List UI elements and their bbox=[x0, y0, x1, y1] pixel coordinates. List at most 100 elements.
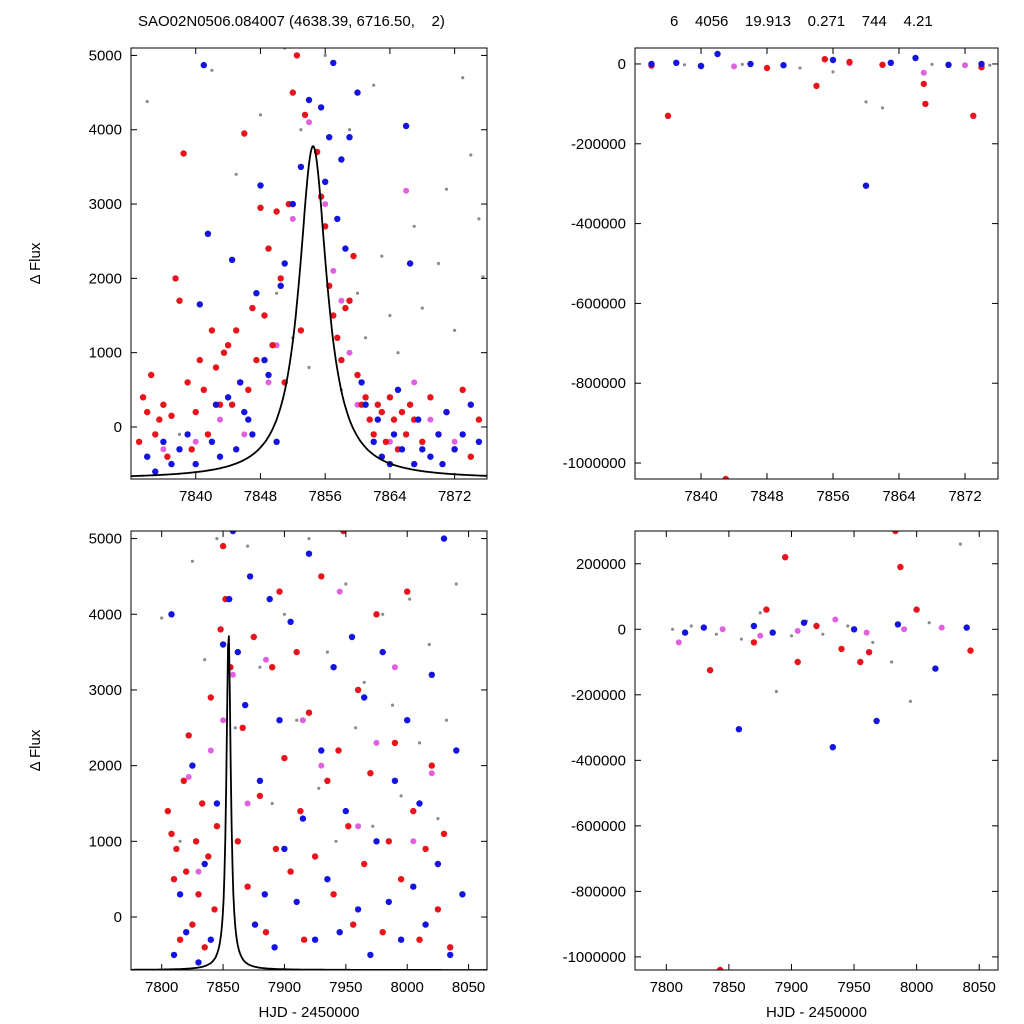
data-point-red bbox=[342, 304, 349, 312]
x-tick-label: 7900 bbox=[268, 979, 301, 996]
data-point-blue bbox=[747, 60, 754, 68]
data-point-violet bbox=[373, 739, 380, 746]
data-point-violet bbox=[719, 626, 726, 633]
data-point-blue bbox=[912, 54, 919, 62]
data-point-blue bbox=[200, 61, 207, 69]
x-tick-label: 7900 bbox=[775, 979, 808, 996]
data-point-red bbox=[475, 416, 483, 423]
data-point-gray bbox=[364, 336, 368, 340]
data-point-blue bbox=[207, 936, 214, 943]
data-point-blue bbox=[261, 356, 268, 364]
data-point-red bbox=[234, 838, 241, 845]
data-point-violet bbox=[962, 62, 968, 69]
data-point-gray bbox=[689, 624, 693, 628]
data-point-blue bbox=[422, 921, 429, 928]
x-tick-label: 8050 bbox=[963, 979, 996, 996]
data-point-red bbox=[340, 531, 347, 535]
data-point-red bbox=[350, 921, 357, 928]
data-point-blue bbox=[253, 290, 260, 297]
data-point-red bbox=[297, 327, 305, 334]
data-point-blue bbox=[322, 178, 329, 185]
data-point-violet bbox=[832, 616, 839, 623]
data-point-blue bbox=[226, 595, 233, 603]
data-point-red bbox=[300, 936, 308, 943]
data-point-red bbox=[404, 588, 411, 595]
data-point-blue bbox=[932, 665, 939, 672]
data-point-red bbox=[301, 111, 309, 119]
data-point-gray bbox=[739, 637, 744, 641]
data-point-blue bbox=[373, 838, 380, 845]
data-point-blue bbox=[394, 386, 402, 393]
data-point-gray bbox=[453, 328, 457, 332]
data-point-gray bbox=[362, 680, 366, 685]
y-tick-label: 0 bbox=[618, 621, 626, 638]
data-point-red bbox=[205, 853, 212, 860]
data-point-red bbox=[813, 622, 820, 630]
data-point-red bbox=[373, 611, 380, 618]
data-point-blue bbox=[336, 929, 343, 936]
x-tick-label: 7848 bbox=[750, 488, 783, 505]
data-point-blue bbox=[780, 61, 787, 69]
x-tick-label: 7950 bbox=[837, 979, 870, 996]
data-point-red bbox=[233, 327, 240, 334]
data-point-gray bbox=[436, 261, 441, 266]
data-point-blue bbox=[189, 762, 196, 769]
data-point-gray bbox=[334, 839, 338, 843]
data-point-red bbox=[370, 431, 377, 438]
data-point-violet bbox=[863, 629, 870, 636]
data-point-blue bbox=[281, 845, 288, 853]
data-point-blue bbox=[195, 959, 202, 966]
data-point-gray bbox=[323, 53, 327, 58]
data-point-red bbox=[262, 929, 270, 936]
data-point-blue bbox=[342, 245, 349, 252]
data-point-red bbox=[180, 777, 187, 784]
data-point-blue bbox=[287, 618, 294, 625]
data-point-blue bbox=[216, 453, 224, 460]
data-point-violet bbox=[338, 297, 345, 304]
data-point-red bbox=[838, 645, 845, 653]
data-point-red bbox=[716, 966, 724, 970]
data-point-red bbox=[361, 860, 368, 868]
data-point-blue bbox=[402, 122, 410, 130]
data-points bbox=[131, 531, 487, 970]
model-curve bbox=[131, 635, 487, 970]
data-point-red bbox=[335, 747, 342, 754]
data-point-blue bbox=[289, 200, 296, 208]
data-point-blue bbox=[873, 717, 880, 725]
data-point-red bbox=[219, 542, 227, 550]
data-point-red bbox=[813, 82, 820, 90]
y-tick-label: 1000 bbox=[89, 345, 122, 362]
data-point-gray bbox=[671, 627, 675, 631]
x-tick-label: 7800 bbox=[145, 979, 178, 996]
data-point-gray bbox=[798, 66, 802, 70]
data-point-gray bbox=[177, 432, 182, 436]
data-point-gray bbox=[864, 100, 868, 104]
data-point-violet bbox=[391, 664, 398, 671]
data-point-blue bbox=[246, 573, 254, 580]
data-point-violet bbox=[428, 770, 435, 777]
data-point-red bbox=[201, 944, 208, 951]
data-point-red bbox=[211, 906, 218, 913]
data-point-blue bbox=[183, 929, 190, 936]
data-point-red bbox=[427, 394, 434, 401]
y-tick-label: 4000 bbox=[89, 122, 122, 139]
data-point-gray bbox=[380, 254, 384, 258]
data-point-red bbox=[794, 658, 801, 666]
data-point-gray bbox=[355, 291, 360, 295]
data-point-red bbox=[293, 52, 301, 59]
data-point-blue bbox=[168, 611, 175, 618]
data-point-gray bbox=[714, 632, 719, 636]
data-point-violet bbox=[330, 267, 337, 274]
data-point-red bbox=[416, 936, 423, 943]
data-point-blue bbox=[459, 891, 466, 898]
data-point-red bbox=[865, 649, 873, 656]
data-point-blue bbox=[251, 921, 259, 928]
data-point-red bbox=[706, 667, 714, 674]
data-point-red bbox=[199, 800, 206, 807]
data-point-blue bbox=[233, 446, 240, 453]
data-point-blue bbox=[273, 438, 280, 445]
data-point-red bbox=[324, 777, 331, 784]
data-point-red bbox=[192, 408, 199, 416]
data-point-red bbox=[195, 891, 202, 898]
